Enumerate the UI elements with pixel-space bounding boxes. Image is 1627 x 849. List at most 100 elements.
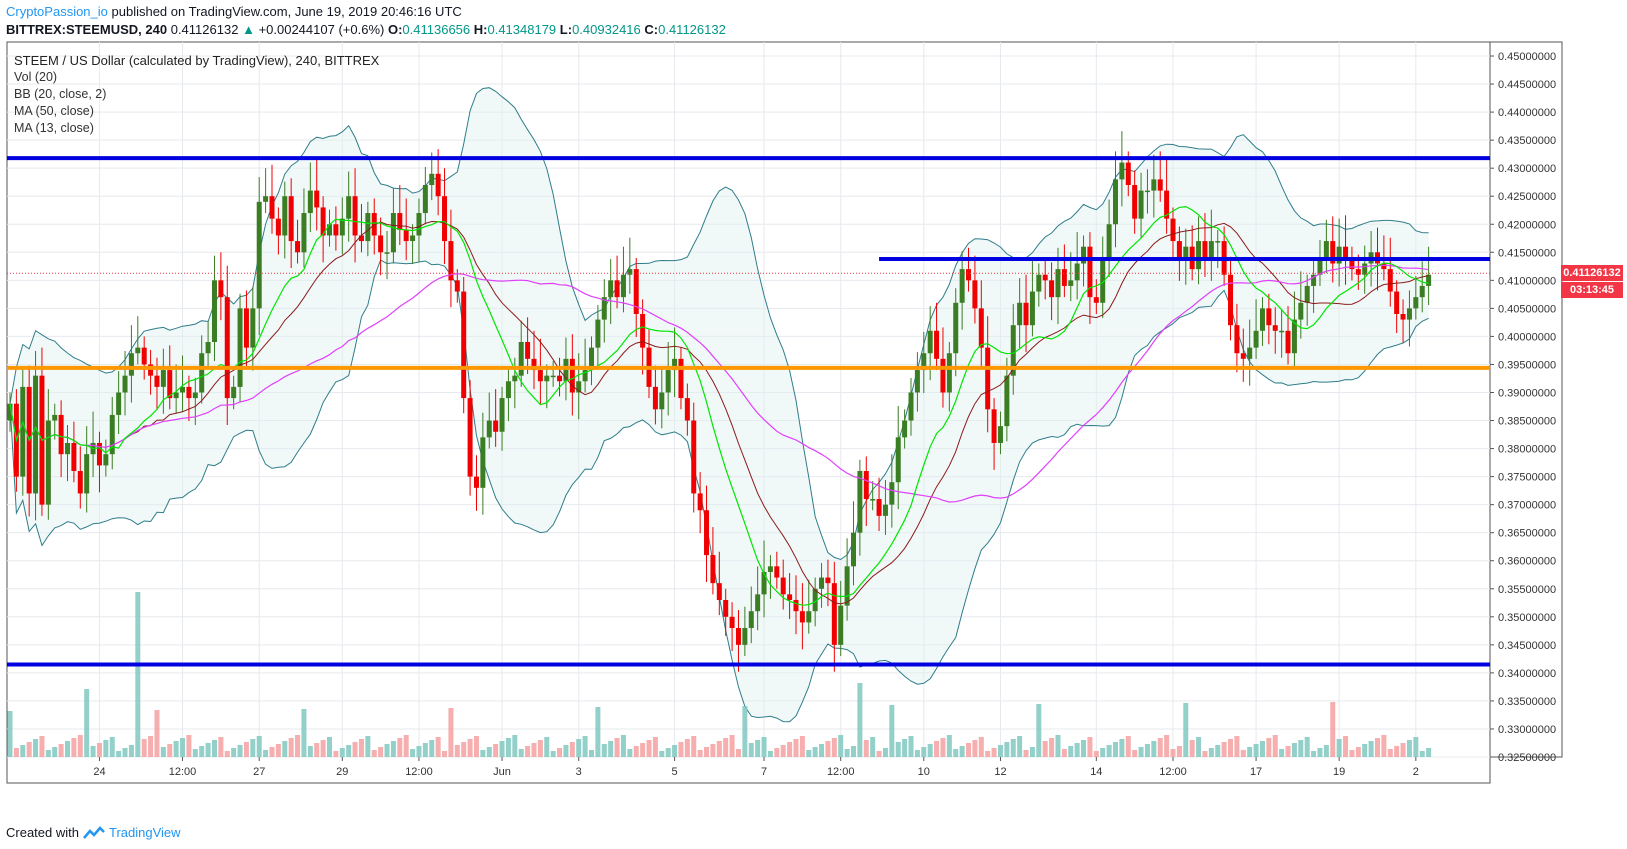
volume-bar [755, 740, 761, 757]
volume-bar [288, 738, 294, 757]
volume-bar [58, 744, 64, 757]
candle-body [1381, 263, 1387, 270]
candle-body [1100, 257, 1106, 303]
volume-bar [812, 747, 818, 757]
candle-body [927, 330, 933, 354]
y-tick-label: 0.33000000 [1498, 724, 1556, 736]
candle-body [1336, 246, 1342, 264]
volume-bar [1221, 742, 1227, 757]
volume-bar [1087, 737, 1093, 757]
candle-body [857, 471, 863, 533]
ma50-line [9, 264, 1429, 503]
volume-bar [1247, 747, 1253, 757]
candle-body [173, 392, 179, 399]
volume-bar [614, 738, 620, 757]
x-tick-label: 3 [576, 766, 582, 778]
legend-bollinger[interactable]: BB (20, close, 2) [14, 87, 107, 101]
author-link[interactable]: CryptoPassion_io [6, 4, 108, 19]
volume-bar [927, 744, 933, 757]
candle-body [589, 347, 595, 371]
candle-body [614, 280, 620, 298]
footer-brand-link[interactable]: TradingView [108, 825, 181, 840]
y-tick-label: 0.37500000 [1498, 472, 1556, 484]
volume-bar [1381, 735, 1387, 757]
volume-bar [966, 743, 972, 757]
candle-body [486, 420, 492, 438]
volume-bar [978, 737, 984, 757]
volume-bar [65, 741, 71, 757]
legend-ma50[interactable]: MA (50, close) [14, 104, 94, 118]
y-tick-label: 0.37000000 [1498, 500, 1556, 512]
volume-bar [1215, 745, 1221, 757]
y-tick-label: 0.45000000 [1498, 51, 1556, 63]
candle-body [838, 605, 844, 645]
candle-body [397, 213, 403, 230]
volume-bar [135, 592, 141, 757]
volume-bar [934, 741, 940, 757]
candle-body [1087, 246, 1093, 298]
candle-body [1036, 274, 1042, 292]
x-tick-label: 10 [918, 766, 930, 778]
last-price-tag: 0.41126132 [1561, 265, 1623, 282]
volume-bar [1304, 737, 1310, 757]
volume-bar [39, 736, 45, 757]
open-label: O: [387, 22, 403, 37]
volume-bar [1081, 740, 1087, 757]
candle-body [295, 241, 301, 253]
y-tick-label: 0.42000000 [1498, 219, 1556, 231]
candle-body [480, 437, 486, 488]
candle-body [461, 291, 467, 399]
volume-bar [1157, 738, 1163, 757]
volume-bar [1125, 736, 1131, 757]
candle-body [850, 532, 856, 567]
candle-body [327, 224, 333, 236]
candle-body [774, 566, 780, 578]
volume-bar [902, 739, 908, 757]
x-tick-label: 12:00 [405, 766, 433, 778]
volume-bar [646, 740, 652, 757]
volume-bar [1323, 745, 1329, 757]
volume-bar [589, 750, 595, 757]
tradingview-logo-icon [83, 825, 105, 839]
volume-bar [672, 745, 678, 757]
volume-bar [767, 751, 773, 757]
volume-bar [256, 736, 262, 757]
volume-bar [1259, 741, 1265, 757]
volume-bar [1061, 749, 1067, 757]
volume-bar [167, 744, 173, 757]
volume-bar [141, 739, 147, 757]
volume-bar [985, 751, 991, 757]
symbol-label: BITTREX:STEEMUSD, 240 [6, 22, 168, 37]
volume-bar [710, 744, 716, 757]
candle-body [1125, 162, 1131, 185]
volume-bar [831, 738, 837, 757]
legend-ma13[interactable]: MA (13, close) [14, 121, 94, 135]
candle-body [934, 330, 940, 359]
candle-body [767, 566, 773, 572]
volume-bar [838, 735, 844, 757]
candle-body [1010, 325, 1016, 376]
candle-body [410, 235, 416, 242]
candle-body [199, 353, 205, 393]
legend-volume[interactable]: Vol (20) [14, 70, 58, 84]
volume-bar [378, 747, 384, 757]
volume-bar [1093, 751, 1099, 757]
candle-body [154, 375, 160, 387]
volume-bar [192, 749, 198, 757]
candle-body [52, 414, 58, 421]
candle-body [1349, 257, 1355, 270]
volume-bar [550, 751, 556, 757]
candle-body [723, 599, 729, 617]
candle-body [704, 510, 710, 556]
y-tick-label: 0.35000000 [1498, 612, 1556, 624]
volume-bar [1004, 742, 1010, 757]
candle-body [505, 381, 511, 399]
candle-body [403, 229, 409, 242]
volume-bar [295, 735, 301, 757]
candle-body [1017, 302, 1023, 326]
candle-body [1330, 241, 1336, 264]
candle-body [1419, 285, 1425, 298]
candle-body [735, 628, 741, 645]
candle-body [275, 218, 281, 236]
